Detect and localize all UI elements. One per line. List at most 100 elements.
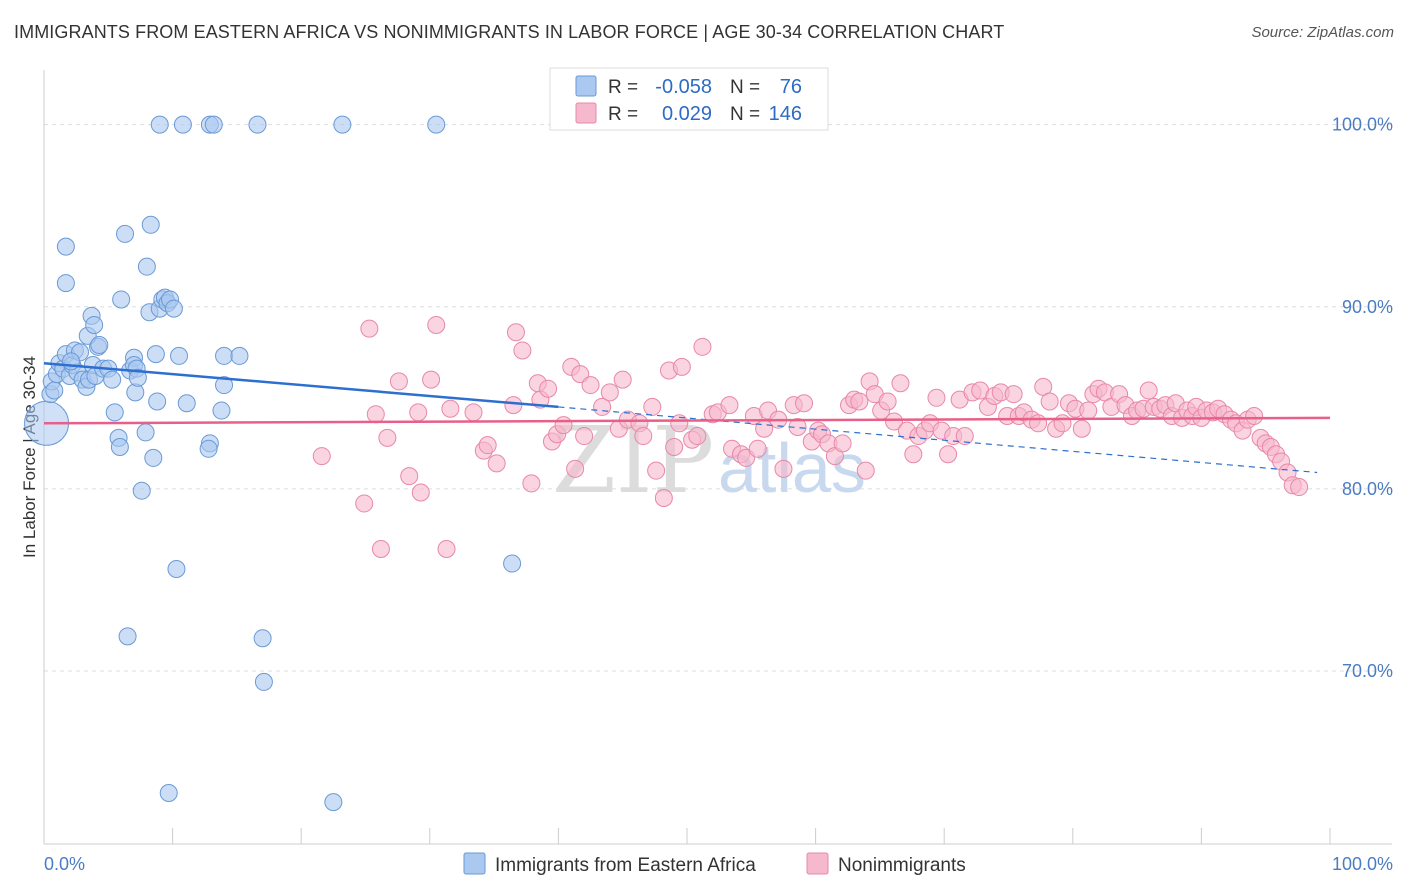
nonimmigrants-trend-line bbox=[43, 416, 1331, 425]
immigrant-point bbox=[253, 629, 272, 648]
immigrant-point bbox=[56, 237, 75, 256]
nonimmigrant-point bbox=[856, 461, 875, 480]
immigrant-point bbox=[148, 392, 167, 411]
nonimmigrant-point bbox=[539, 379, 558, 398]
immigrant-point bbox=[254, 672, 273, 691]
nonimmigrant-point bbox=[955, 427, 974, 446]
y-tick-label-70: 70.0% bbox=[1342, 661, 1393, 681]
immigrant-point bbox=[128, 368, 147, 387]
nonimmigrant-point bbox=[1079, 401, 1098, 420]
immigrant-point bbox=[177, 394, 196, 413]
nonimmigrant-point bbox=[487, 454, 506, 473]
immigrant-point bbox=[90, 335, 109, 354]
nonimmigrant-point bbox=[600, 383, 619, 402]
legend-pink-n-label: N = bbox=[730, 104, 760, 125]
bottom-legend-blue-swatch bbox=[463, 852, 486, 875]
nonimmigrant-point bbox=[571, 365, 590, 384]
nonimmigrant-point bbox=[513, 341, 532, 360]
nonimmigrant-point bbox=[939, 445, 958, 464]
immigrant-point bbox=[132, 481, 151, 500]
nonimmigrant-point bbox=[672, 357, 691, 376]
immigrant-point bbox=[324, 793, 343, 812]
nonimmigrant-point bbox=[688, 427, 707, 446]
legend-blue-n-value: 76 bbox=[780, 76, 802, 98]
immigrant-point bbox=[333, 115, 352, 134]
immigrant-point bbox=[56, 274, 75, 293]
immigrant-point bbox=[85, 315, 104, 334]
source-label: Source: ZipAtlas.com bbox=[1251, 24, 1394, 41]
nonimmigrant-point bbox=[1029, 414, 1048, 433]
immigrant-point bbox=[230, 346, 249, 365]
nonimmigrant-point bbox=[850, 392, 869, 411]
nonimmigrant-point bbox=[670, 414, 689, 433]
nonimmigrant-point bbox=[506, 323, 525, 342]
nonimmigrant-point bbox=[355, 494, 374, 513]
nonimmigrant-point bbox=[464, 403, 483, 422]
nonimmigrant-point bbox=[371, 539, 390, 558]
nonimmigrant-point bbox=[312, 447, 331, 466]
nonimmigrant-point bbox=[885, 412, 904, 431]
correlation-legend: R = -0.058 N = 76 R = 0.029 N = 146 bbox=[549, 67, 829, 131]
immigrant-point bbox=[137, 257, 156, 276]
y-tick-label-100: 100.0% bbox=[1332, 115, 1393, 135]
nonimmigrant-point bbox=[1245, 407, 1264, 426]
nonimmigrant-point bbox=[647, 461, 666, 480]
immigrant-point bbox=[146, 345, 165, 364]
nonimmigrant-point bbox=[427, 315, 446, 334]
nonimmigrant-point bbox=[891, 374, 910, 393]
x-tick-label-0: 0.0% bbox=[44, 854, 85, 874]
nonimmigrant-point bbox=[748, 439, 767, 458]
nonimmigrant-point bbox=[833, 434, 852, 453]
immigrant-point bbox=[118, 627, 137, 646]
nonimmigrant-point bbox=[411, 483, 430, 502]
immigrant-point bbox=[503, 554, 522, 573]
nonimmigrant-point bbox=[366, 405, 385, 424]
immigrant-point bbox=[427, 115, 446, 134]
x-ticks bbox=[43, 828, 1331, 844]
nonimmigrant-point bbox=[774, 459, 793, 478]
nonimmigrant-point bbox=[1072, 419, 1091, 438]
nonimmigrant-point bbox=[693, 337, 712, 356]
immigrant-point bbox=[159, 784, 178, 803]
nonimmigrant-point bbox=[437, 539, 456, 558]
immigrants-trend-extension bbox=[558, 406, 1318, 474]
nonimmigrant-point bbox=[575, 427, 594, 446]
nonimmigrant-point bbox=[643, 397, 662, 416]
legend-pink-n-value: 146 bbox=[769, 103, 802, 125]
immigrant-point bbox=[150, 115, 169, 134]
nonimmigrant-point bbox=[1139, 381, 1158, 400]
nonimmigrant-point bbox=[904, 445, 923, 464]
y-axis-label: In Labor Force | Age 30-34 bbox=[20, 356, 39, 558]
nonimmigrant-point bbox=[566, 459, 585, 478]
nonimmigrant-point bbox=[654, 488, 673, 507]
immigrant-point bbox=[141, 215, 160, 234]
immigrant-point bbox=[173, 115, 192, 134]
nonimmigrant-point bbox=[360, 319, 379, 338]
y-tick-labels: 100.0% 90.0% 80.0% 70.0% bbox=[1332, 115, 1393, 681]
immigrant-point bbox=[116, 224, 135, 243]
nonimmigrant-point bbox=[504, 396, 523, 415]
nonimmigrant-point bbox=[400, 467, 419, 486]
nonimmigrant-point bbox=[1040, 392, 1059, 411]
immigrant-point bbox=[215, 346, 234, 365]
immigrant-point bbox=[215, 376, 234, 395]
series-legend: Immigrants from Eastern Africa Nonimmigr… bbox=[463, 852, 966, 876]
immigrant-point bbox=[170, 346, 189, 365]
nonimmigrant-point bbox=[389, 372, 408, 391]
nonimmigrant-point bbox=[522, 474, 541, 493]
nonimmigrants-points bbox=[312, 315, 1309, 558]
nonimmigrant-point bbox=[554, 416, 573, 435]
nonimmigrant-point bbox=[478, 436, 497, 455]
immigrant-point bbox=[144, 448, 163, 467]
nonimmigrant-point bbox=[409, 403, 428, 422]
immigrant-point bbox=[103, 370, 122, 389]
nonimmigrant-point bbox=[1290, 478, 1309, 497]
trend-lines bbox=[43, 361, 1331, 474]
immigrant-point bbox=[164, 299, 183, 318]
immigrant-point bbox=[204, 115, 223, 134]
immigrant-point bbox=[45, 381, 64, 400]
nonimmigrant-point bbox=[378, 428, 397, 447]
nonimmigrant-point bbox=[720, 396, 739, 415]
y-tick-label-90: 90.0% bbox=[1342, 297, 1393, 317]
